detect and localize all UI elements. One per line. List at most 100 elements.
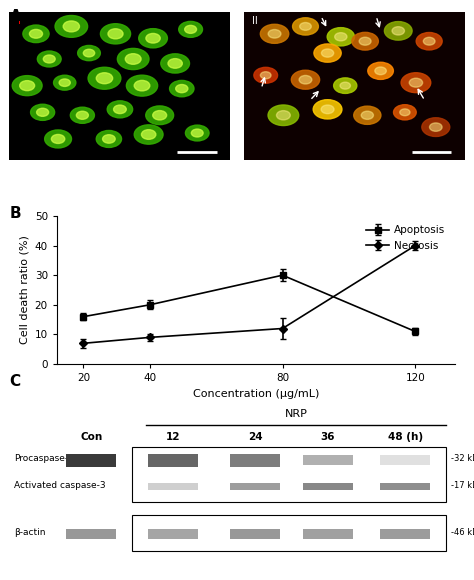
Circle shape (300, 23, 311, 30)
Circle shape (51, 135, 65, 143)
Circle shape (299, 75, 312, 84)
Y-axis label: Cell death ratio (%): Cell death ratio (%) (19, 235, 29, 345)
Bar (148, 454, 198, 467)
Circle shape (393, 104, 416, 120)
Circle shape (37, 51, 61, 67)
Circle shape (321, 105, 334, 114)
Bar (380, 483, 430, 490)
Bar (303, 529, 353, 539)
Text: A: A (9, 9, 21, 24)
Circle shape (29, 30, 43, 38)
Text: 24: 24 (248, 432, 263, 441)
Bar (132, 515, 447, 550)
Circle shape (146, 106, 173, 125)
Bar (148, 483, 198, 490)
Circle shape (429, 123, 442, 131)
Circle shape (327, 28, 355, 46)
Circle shape (334, 78, 357, 93)
Circle shape (368, 62, 393, 79)
Circle shape (292, 70, 319, 89)
Circle shape (254, 67, 278, 83)
Text: NRP: NRP (285, 409, 308, 419)
Circle shape (400, 109, 410, 116)
Circle shape (409, 78, 423, 87)
X-axis label: Concentration (μg/mL): Concentration (μg/mL) (193, 389, 319, 398)
Bar (303, 455, 353, 466)
Circle shape (102, 135, 115, 143)
Bar (303, 483, 353, 490)
Circle shape (361, 111, 374, 119)
Circle shape (340, 82, 350, 89)
Circle shape (36, 108, 49, 117)
Circle shape (359, 37, 371, 45)
Circle shape (43, 55, 55, 63)
Circle shape (108, 29, 123, 39)
Circle shape (23, 25, 49, 42)
Circle shape (375, 67, 386, 75)
Circle shape (335, 32, 347, 41)
Text: II: II (253, 16, 258, 26)
Circle shape (76, 111, 89, 119)
Circle shape (185, 26, 197, 34)
Text: -17 kDa: -17 kDa (451, 481, 474, 490)
Circle shape (392, 27, 404, 35)
Circle shape (268, 30, 281, 38)
Text: 48 (h): 48 (h) (388, 432, 423, 441)
Bar (230, 483, 280, 490)
Circle shape (416, 32, 442, 50)
Circle shape (191, 129, 203, 137)
Circle shape (134, 81, 150, 91)
Text: 36: 36 (321, 432, 335, 441)
Circle shape (63, 21, 80, 32)
Bar (380, 455, 430, 466)
Circle shape (55, 16, 88, 37)
Circle shape (423, 37, 435, 45)
Circle shape (176, 85, 188, 93)
Circle shape (54, 75, 76, 90)
Circle shape (134, 125, 163, 144)
Circle shape (107, 101, 133, 118)
Circle shape (161, 54, 190, 73)
Circle shape (314, 44, 341, 62)
Text: Procaspase-3: Procaspase-3 (14, 454, 74, 463)
Circle shape (96, 72, 113, 84)
Bar (230, 454, 280, 467)
Text: B: B (9, 206, 21, 221)
Bar (230, 529, 280, 539)
Bar (380, 529, 430, 539)
Circle shape (260, 24, 289, 44)
Bar (132, 447, 447, 502)
Circle shape (422, 118, 450, 136)
Circle shape (153, 111, 167, 120)
Circle shape (20, 81, 35, 90)
Circle shape (321, 49, 334, 57)
Circle shape (125, 54, 141, 64)
Circle shape (146, 34, 160, 43)
Text: -46 kDa: -46 kDa (451, 528, 474, 537)
Circle shape (260, 72, 271, 79)
Circle shape (59, 79, 70, 86)
Text: I: I (18, 16, 21, 26)
Circle shape (168, 59, 182, 68)
Circle shape (114, 105, 126, 114)
Circle shape (70, 107, 94, 124)
Text: β-actin: β-actin (14, 528, 46, 537)
Bar (66, 529, 117, 539)
Text: 12: 12 (166, 432, 181, 441)
Circle shape (96, 130, 121, 147)
Text: C: C (9, 374, 20, 389)
Circle shape (276, 111, 290, 120)
Text: Con: Con (80, 432, 102, 441)
Text: -32 kDa: -32 kDa (451, 454, 474, 463)
Text: Activated caspase-3: Activated caspase-3 (14, 481, 106, 490)
Legend: Apoptosis, Necrosis: Apoptosis, Necrosis (362, 221, 450, 255)
Circle shape (118, 48, 149, 70)
Circle shape (141, 130, 156, 139)
Circle shape (179, 21, 202, 37)
Circle shape (30, 104, 55, 121)
Circle shape (88, 67, 121, 89)
Circle shape (313, 100, 342, 119)
Circle shape (127, 75, 158, 96)
Circle shape (354, 106, 381, 124)
Circle shape (292, 18, 319, 35)
